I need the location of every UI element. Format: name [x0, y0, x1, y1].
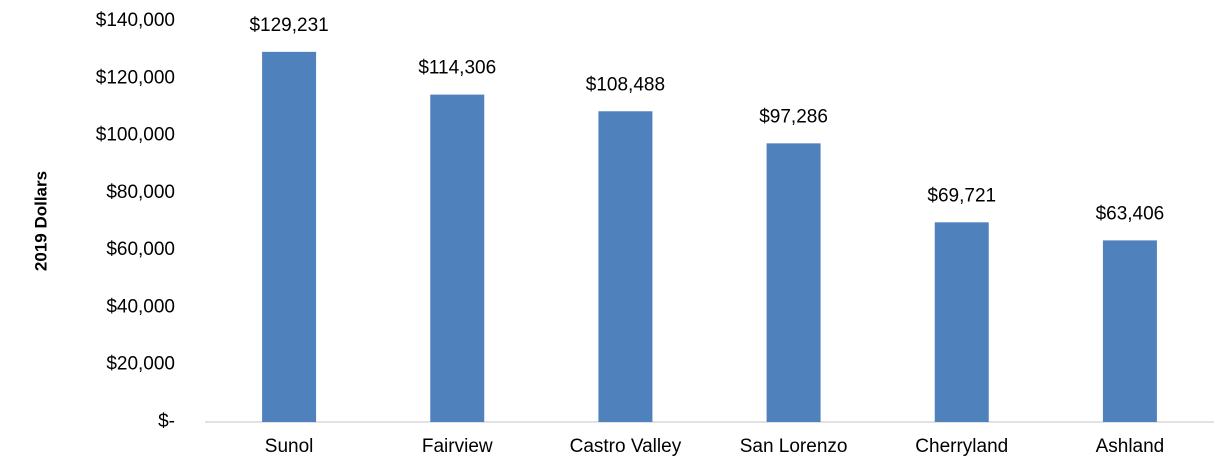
y-tick-label: $80,000	[106, 182, 175, 203]
x-tick-label: Fairview	[422, 436, 493, 457]
value-label: $129,231	[249, 15, 328, 36]
x-tick-label: Castro Valley	[570, 436, 682, 457]
y-tick-label: $20,000	[106, 354, 175, 375]
bar	[430, 94, 485, 422]
value-label: $63,406	[1096, 203, 1165, 224]
bar	[1102, 240, 1157, 422]
x-tick-label: San Lorenzo	[740, 436, 848, 457]
y-tick-label: $40,000	[106, 296, 175, 317]
y-tick-label: $-	[158, 411, 175, 432]
y-tick-label: $60,000	[106, 239, 175, 260]
value-label: $97,286	[759, 106, 828, 127]
x-tick-label: Ashland	[1096, 436, 1165, 457]
bar	[598, 111, 653, 422]
y-tick-label: $100,000	[96, 125, 175, 146]
y-tick-label: $140,000	[96, 10, 175, 31]
value-label: $108,488	[586, 74, 665, 95]
value-label: $114,306	[418, 58, 496, 79]
y-tick-label: $120,000	[96, 67, 175, 88]
x-tick-label: Sunol	[265, 436, 314, 457]
bar	[934, 222, 989, 422]
x-tick-label: Cherryland	[915, 436, 1008, 457]
bar	[766, 143, 821, 422]
bar	[262, 51, 317, 423]
y-axis-label: 2019 Dollars	[31, 171, 50, 271]
value-label: $69,721	[927, 185, 996, 206]
